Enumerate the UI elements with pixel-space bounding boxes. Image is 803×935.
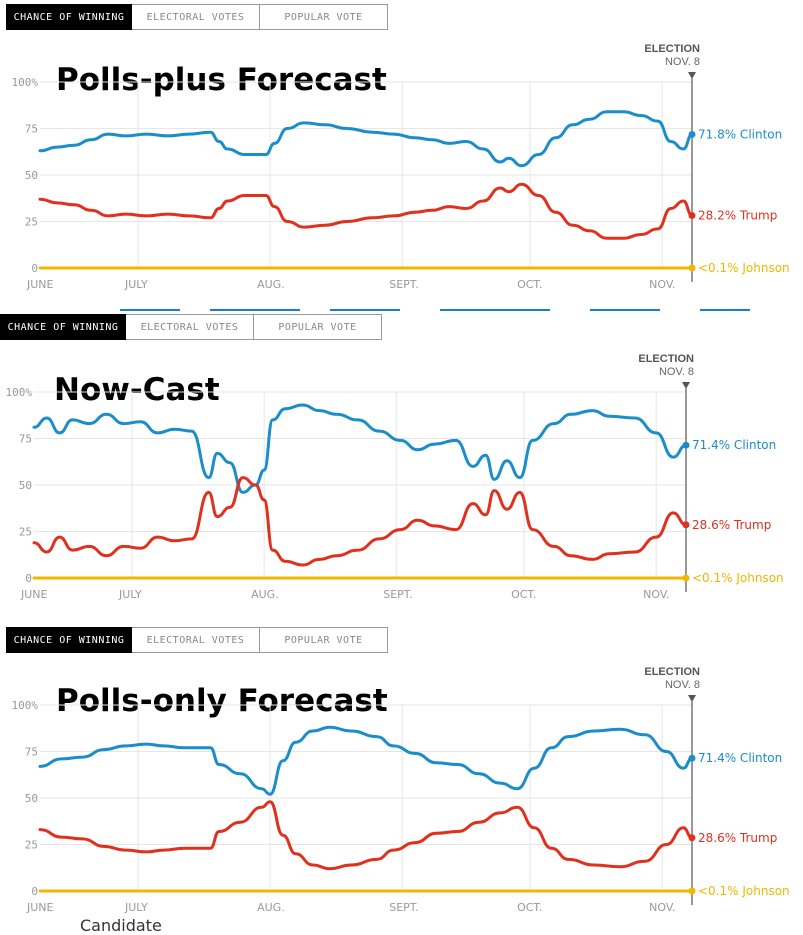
- cut-off-blue-line: [120, 309, 180, 311]
- series-end-label-clinton: 71.4% Clinton: [692, 438, 776, 452]
- y-tick-label: 75: [25, 123, 38, 136]
- x-tick-label: OCT.: [517, 901, 542, 914]
- chart-canvas: 0 25 50 75 100% JUNE JULY AUG. SEPT. OCT. NOV. ELEC…: [6, 353, 784, 601]
- x-tick-label: JULY: [124, 901, 148, 914]
- tab-popular-vote[interactable]: POPULAR VOTE: [254, 314, 382, 340]
- tab-electoral-votes[interactable]: ELECTORAL VOTES: [126, 314, 254, 340]
- x-tick-label: AUG.: [257, 278, 285, 291]
- series-end-dot-clinton: [688, 130, 696, 138]
- chart-title: Now-Cast: [54, 372, 220, 408]
- y-tick-label: 0: [25, 572, 32, 585]
- series-end-dot-trump: [688, 212, 696, 220]
- y-tick-label: 100%: [6, 386, 33, 399]
- series-end-label-trump: 28.2% Trump: [698, 209, 777, 223]
- chart-title: Polls-plus Forecast: [56, 62, 387, 98]
- x-tick-label: NOV.: [643, 588, 669, 601]
- cut-off-blue-line: [440, 309, 550, 311]
- series-end-dot-johnson: [688, 887, 696, 895]
- series-end-label-clinton: 71.8% Clinton: [698, 127, 782, 141]
- series-end-dot-clinton: [688, 754, 696, 762]
- forecast-panel-polls-plus: CHANCE OF WINNING ELECTORAL VOTES POPULA…: [0, 0, 803, 311]
- series-line-trump: [32, 476, 688, 567]
- tab-chance-of-winning[interactable]: CHANCE OF WINNING: [6, 4, 132, 30]
- tab-electoral-votes[interactable]: ELECTORAL VOTES: [132, 627, 260, 653]
- election-marker-arrow: [688, 695, 696, 702]
- y-tick-label: 50: [19, 479, 32, 492]
- x-tick-label: OCT.: [511, 588, 536, 601]
- forecast-panel-polls-only: CHANCE OF WINNING ELECTORAL VOTES POPULA…: [0, 623, 803, 935]
- election-label: ELECTION: [644, 666, 700, 678]
- x-tick-label: JULY: [118, 588, 142, 601]
- y-tick-label: 25: [25, 839, 38, 852]
- series-end-label-clinton: 71.4% Clinton: [698, 751, 782, 765]
- y-tick-label: 0: [31, 262, 38, 275]
- cut-off-blue-line: [330, 309, 400, 311]
- chart-canvas: 0 25 50 75 100% JUNE JULY AUG. SEPT. OCT. NOV. ELEC…: [12, 666, 790, 914]
- y-tick-label: 50: [25, 169, 38, 182]
- x-tick-label: NOV.: [649, 901, 675, 914]
- series-end-dot-trump: [682, 521, 690, 529]
- series-end-label-johnson: <0.1% Johnson: [692, 571, 784, 585]
- series-end-dot-johnson: [682, 574, 690, 582]
- series-end-dot-trump: [688, 834, 696, 842]
- forecast-panel-now-cast: CHANCE OF WINNING ELECTORAL VOTES POPULA…: [0, 310, 803, 620]
- y-tick-label: 100%: [12, 699, 39, 712]
- series-end-label-johnson: <0.1% Johnson: [698, 884, 790, 898]
- x-tick-label: AUG.: [257, 901, 285, 914]
- chart-title: Polls-only Forecast: [56, 683, 388, 719]
- y-tick-label: 75: [25, 746, 38, 759]
- election-marker-arrow: [688, 72, 696, 79]
- cut-off-blue-line: [210, 309, 300, 311]
- series-line-trump: [38, 182, 694, 240]
- x-tick-label: JUNE: [26, 901, 54, 914]
- series-end-label-trump: 28.6% Trump: [698, 831, 777, 845]
- series-line-clinton: [32, 403, 688, 494]
- x-tick-label: JUNE: [20, 588, 48, 601]
- election-date: NOV. 8: [659, 366, 694, 378]
- cut-off-blue-line: [700, 309, 750, 311]
- election-date: NOV. 8: [665, 679, 700, 691]
- x-tick-label: SEPT.: [389, 901, 418, 914]
- x-tick-label: SEPT.: [383, 588, 412, 601]
- tab-electoral-votes[interactable]: ELECTORAL VOTES: [132, 4, 260, 30]
- x-tick-label: AUG.: [251, 588, 279, 601]
- series-line-clinton: [38, 725, 694, 796]
- series-end-label-trump: 28.6% Trump: [692, 518, 771, 532]
- y-tick-label: 75: [19, 433, 32, 446]
- series-end-dot-johnson: [688, 264, 696, 272]
- chart-canvas: 0 25 50 75 100% JUNE JULY AUG. SEPT. OCT. NOV. ELEC…: [12, 43, 790, 291]
- election-date: NOV. 8: [665, 56, 700, 68]
- cut-off-blue-line: [590, 309, 660, 311]
- forecast-tabs: CHANCE OF WINNING ELECTORAL VOTES POPULA…: [6, 4, 388, 30]
- election-label: ELECTION: [644, 43, 700, 55]
- tab-popular-vote[interactable]: POPULAR VOTE: [260, 4, 388, 30]
- x-tick-label: OCT.: [517, 278, 542, 291]
- y-tick-label: 50: [25, 792, 38, 805]
- tab-popular-vote[interactable]: POPULAR VOTE: [260, 627, 388, 653]
- election-marker-arrow: [682, 382, 690, 389]
- series-end-label-johnson: <0.1% Johnson: [698, 261, 790, 275]
- series-line-trump: [38, 800, 694, 871]
- election-label: ELECTION: [638, 353, 694, 365]
- x-tick-label: NOV.: [649, 278, 675, 291]
- series-line-clinton: [38, 110, 694, 168]
- y-tick-label: 25: [25, 216, 38, 229]
- x-tick-label: JULY: [124, 278, 148, 291]
- tab-chance-of-winning[interactable]: CHANCE OF WINNING: [0, 314, 126, 340]
- y-tick-label: 100%: [12, 76, 39, 89]
- forecast-tabs: CHANCE OF WINNING ELECTORAL VOTES POPULA…: [0, 314, 382, 340]
- x-tick-label: JUNE: [26, 278, 54, 291]
- series-end-dot-clinton: [682, 441, 690, 449]
- x-tick-label: SEPT.: [389, 278, 418, 291]
- y-tick-label: 25: [19, 526, 32, 539]
- tab-chance-of-winning[interactable]: CHANCE OF WINNING: [6, 627, 132, 653]
- forecast-tabs: CHANCE OF WINNING ELECTORAL VOTES POPULA…: [6, 627, 388, 653]
- y-tick-label: 0: [31, 885, 38, 898]
